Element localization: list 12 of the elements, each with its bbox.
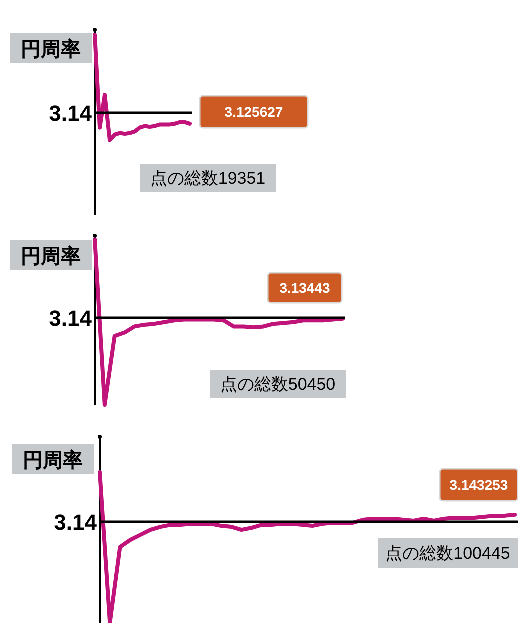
annotation: 点の総数100445 xyxy=(386,544,510,563)
annotation: 点の総数50450 xyxy=(220,375,336,394)
y-axis-title: 円周率 xyxy=(21,245,81,268)
annotation: 3.13443 xyxy=(280,280,331,296)
y-axis-title: 円周率 xyxy=(23,449,83,472)
text: 3.14 xyxy=(49,306,93,331)
text: 点の総数19351 xyxy=(150,169,266,188)
y-axis-title: 円周率 xyxy=(21,38,81,61)
text: 3.14 xyxy=(49,101,93,126)
text: 3.125627 xyxy=(224,104,284,120)
annotation: 3.143253 xyxy=(450,477,508,493)
text: 3.14 xyxy=(54,510,98,535)
